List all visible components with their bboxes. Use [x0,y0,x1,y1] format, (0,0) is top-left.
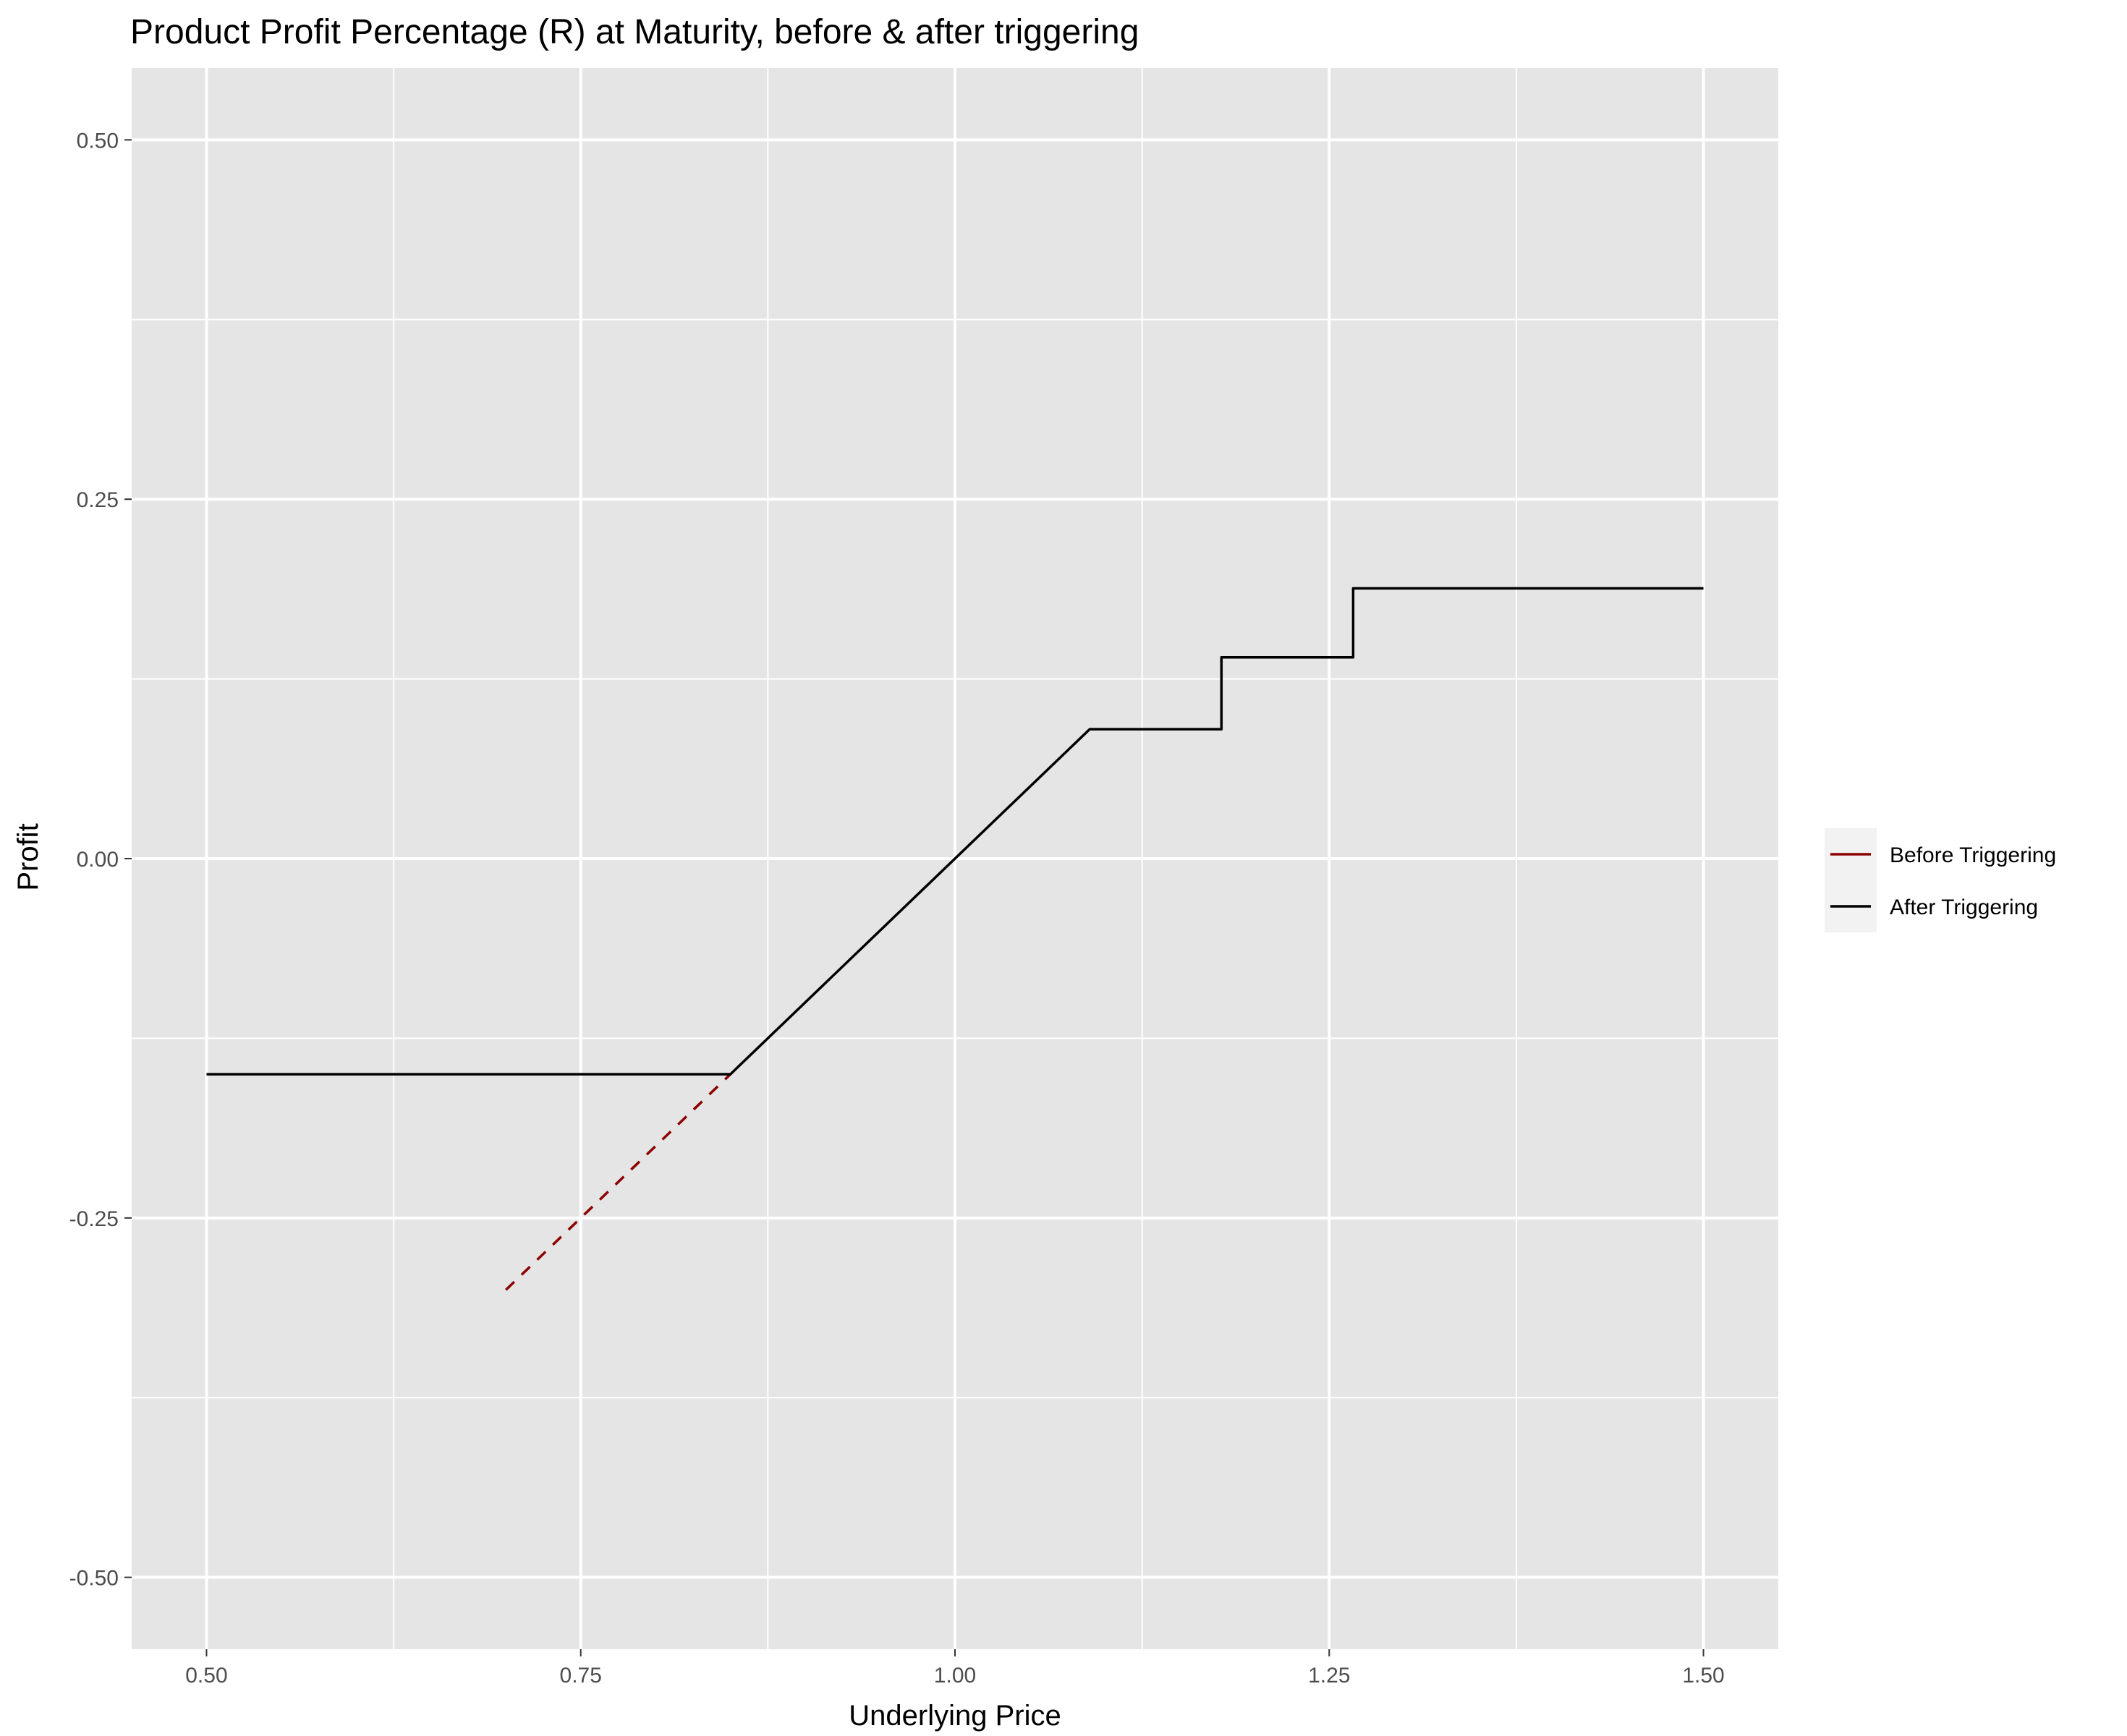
y-tick-label: 0.25 [77,488,119,512]
x-tick-label: 0.75 [560,1664,602,1688]
x-axis-title: Underlying Price [849,1700,1061,1732]
y-axis-title: Profit [12,823,44,890]
legend-label: After Triggering [1890,895,2038,919]
legend: Before Triggering After Triggering [1825,828,2056,932]
y-axis-ticks: -0.50 -0.25 0.00 0.25 0.50 [69,129,132,1591]
x-tick-label: 1.25 [1308,1664,1350,1688]
y-tick-label: -0.25 [69,1207,119,1231]
series-lines [206,587,1704,1291]
x-tick-label: 1.00 [934,1664,976,1688]
x-tick-label: 0.50 [185,1664,227,1688]
series-line-0 [505,1073,731,1291]
y-tick-label: 0.50 [77,129,119,153]
x-axis-ticks: 0.50 0.75 1.00 1.25 1.50 [185,1649,1725,1688]
legend-label: Before Triggering [1890,843,2056,867]
x-tick-label: 1.50 [1682,1664,1724,1688]
series-line-1 [206,587,1704,1076]
y-tick-label: 0.00 [77,848,119,872]
y-tick-label: -0.50 [69,1567,119,1591]
chart-title: Product Profit Percentage (R) at Maturit… [130,13,1139,51]
